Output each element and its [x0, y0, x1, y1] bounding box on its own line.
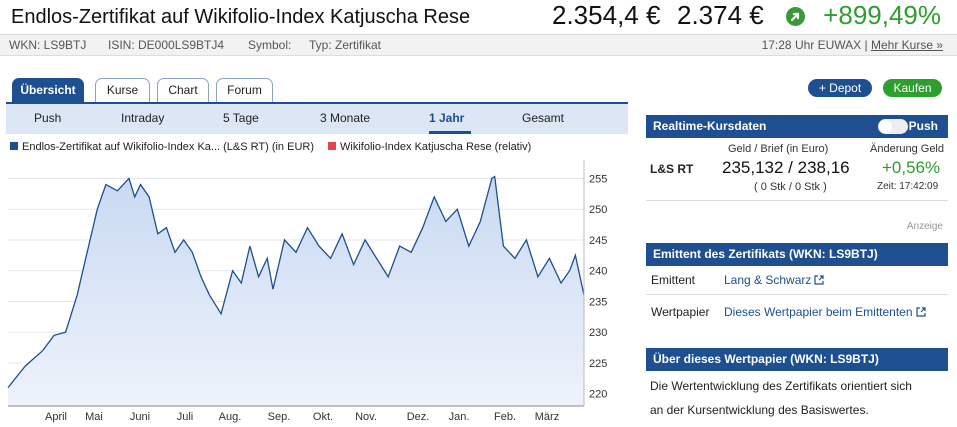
quote-time: Zeit: 17:42:09 [877, 181, 939, 192]
divider [646, 200, 948, 201]
page-title: Endlos-Zertifikat auf Wikifolio-Index Ka… [11, 6, 471, 28]
issuer-header: Emittent des Zertifikats (WKN: LS9BTJ) [646, 243, 948, 266]
price-last: 2.354,4 € [552, 0, 661, 30]
y-tick-label: 220 [589, 389, 607, 401]
x-tick-label: Aug. [219, 411, 242, 423]
exchange-info: 17:28 Uhr EUWAX | Mehr Kurse » [762, 38, 943, 52]
active-range-indicator [429, 131, 471, 134]
arrow-up-right-icon [786, 7, 805, 26]
meta-bar: WKN: LS9BTJ ISIN: DE000LS9BTJ4 Symbol: T… [0, 34, 957, 56]
tab-uebersicht[interactable]: Übersicht [12, 78, 84, 102]
about-text-line2: an der Kursentwicklung des Basiswertes. [650, 403, 869, 417]
x-tick-label: Jan. [449, 411, 470, 423]
add-depot-button[interactable]: + Depot [808, 79, 872, 97]
range-5-tage[interactable]: 5 Tage [223, 111, 259, 125]
buy-button[interactable]: Kaufen [883, 79, 942, 97]
wkn: WKN: LS9BTJ [9, 38, 87, 52]
change-caption: Änderung Geld [870, 143, 944, 155]
toggle-knob [879, 120, 892, 133]
range-3-monate[interactable]: 3 Monate [320, 111, 371, 125]
series-line [7, 175, 585, 389]
x-tick-label: Nov. [355, 411, 377, 423]
price-second: 2.374 € [677, 0, 764, 30]
external-link-icon [814, 275, 824, 285]
tabs-underline [6, 102, 628, 104]
bid-ask-caption: Geld / Brief (in Euro) [728, 143, 829, 155]
y-tick-label: 235 [589, 296, 607, 308]
x-tick-label: April [45, 411, 67, 423]
tab-chart[interactable]: Chart [157, 78, 209, 102]
about-header: Über dieses Wertpapier (WKN: LS9BTJ) [646, 348, 948, 371]
x-tick-label: März [535, 411, 559, 423]
x-tick-label: Juli [177, 411, 194, 423]
bid-ask-value: 235,132 / 238,16 [722, 158, 850, 177]
price-chart[interactable]: 220 225 230 235 240 245 250 255 April Mai Juni Juli… [6, 158, 618, 427]
isin: ISIN: DE000LS9BTJ4 [108, 38, 225, 52]
external-link-icon [915, 307, 926, 317]
about-text-line1: Die Wertentwicklung des Zertifikats orie… [650, 379, 912, 393]
range-selector: Push Intraday 5 Tage 3 Monate 1 Jahr Ges… [6, 104, 628, 134]
y-tick-label: 225 [589, 358, 607, 370]
push-toggle[interactable] [878, 119, 908, 134]
type: Typ: Zertifikat [309, 38, 382, 52]
range-gesamt[interactable]: Gesamt [522, 111, 565, 125]
x-tick-label: Dez. [407, 411, 430, 423]
divider [646, 294, 948, 295]
time-exchange: 17:28 Uhr EUWAX | [761, 38, 868, 52]
security-issuer-link[interactable]: Dieses Wertpapier beim Emittenten [724, 305, 926, 319]
y-tick-label: 245 [589, 235, 607, 247]
ad-label: Anzeige [906, 221, 943, 232]
range-1-jahr[interactable]: 1 Jahr [429, 111, 465, 125]
y-tick-label: 230 [589, 327, 607, 339]
realtime-header: Realtime-Kursdaten Push [646, 115, 948, 138]
performance-change: +899,49% [823, 0, 941, 30]
range-push[interactable]: Push [34, 111, 62, 125]
realtime-title: Realtime-Kursdaten [653, 119, 767, 133]
tab-kurse[interactable]: Kurse [95, 78, 150, 102]
y-tick-label: 240 [589, 266, 607, 278]
realtime-change: +0,56% [882, 158, 941, 177]
legend-series1[interactable]: Endlos-Zertifikat auf Wikifolio-Index Ka… [10, 141, 314, 153]
legend-swatch-red [328, 142, 336, 150]
x-tick-label: Okt. [313, 411, 333, 423]
x-tick-label: Feb. [494, 411, 516, 423]
issuer-label: Emittent [651, 273, 696, 287]
security-label: Wertpapier [651, 305, 710, 319]
issuer-link[interactable]: Lang & Schwarz [724, 273, 824, 287]
x-tick-label: Sep. [268, 411, 291, 423]
y-tick-label: 250 [589, 204, 607, 216]
more-quotes-link[interactable]: Mehr Kurse » [870, 38, 943, 52]
push-label: Push [908, 119, 938, 133]
x-tick-label: Mai [85, 411, 103, 423]
y-tick-label: 255 [589, 173, 607, 185]
tab-forum[interactable]: Forum [216, 78, 273, 102]
stk-sizes: ( 0 Stk / 0 Stk ) [754, 181, 827, 193]
range-intraday[interactable]: Intraday [121, 111, 165, 125]
symbol: Symbol: [248, 38, 292, 52]
legend-swatch-blue [10, 142, 18, 150]
legend-series2[interactable]: Wikifolio-Index Katjuscha Rese (relativ) [328, 141, 531, 153]
exchange-name: L&S RT [650, 162, 694, 176]
x-tick-label: Juni [130, 411, 150, 423]
series-area [8, 176, 584, 406]
